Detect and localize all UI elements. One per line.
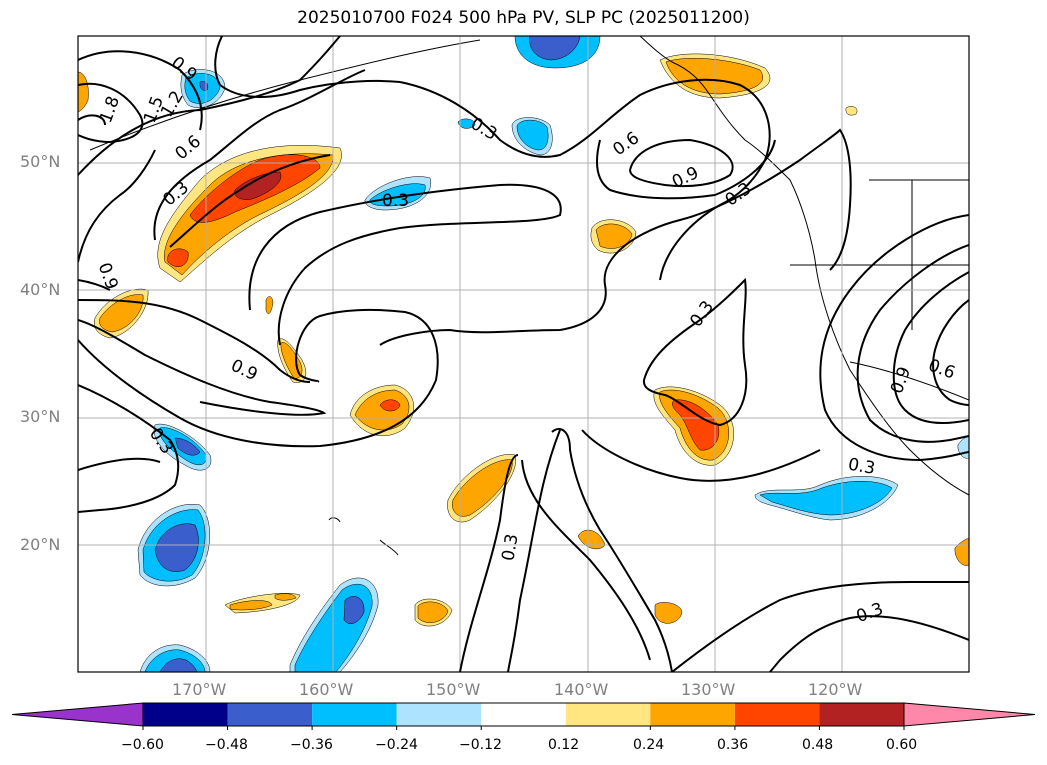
pv-negative-anomaly [516,119,549,151]
colorbar-segment [312,703,397,726]
map-frame [77,35,970,673]
pv-positive-anomaly [417,601,449,623]
pv-positive-anomaly [595,223,633,249]
pv-positive-anomaly [354,389,410,431]
contour-label: 0.3 [382,191,409,211]
colorbar-segment [481,703,566,726]
pv-negative-anomaly [174,437,201,456]
colorbar-segment [396,703,482,726]
pv-positive-anomaly [452,459,513,517]
colorbar-tick-label: 0.48 [802,737,834,753]
pv-negative-anomaly [369,183,426,207]
colorbar [11,702,1036,730]
lon-label-120w: 120°W [808,680,863,699]
pv-positive-anomaly [654,602,683,624]
pv-positive-anomaly [99,294,144,333]
graticule [78,36,969,672]
pv-negative-anomaly [759,481,893,516]
colorbar-segment [227,703,313,726]
lat-label-40n: 40°N [20,280,61,299]
colorbar-tick-label: 0.24 [633,737,665,753]
pv-positive-anomaly [78,71,89,113]
colorbar-tick-label: −0.36 [290,737,333,753]
lon-label-130w: 130°W [681,680,736,699]
colorbar-frame [142,702,905,727]
colorbar-tick-label: −0.48 [205,737,248,753]
colorbar-tick-label: −0.12 [459,737,502,753]
colorbar-segment [143,703,228,726]
lat-label-50n: 50°N [20,152,61,171]
pv-positive-anomaly [845,106,858,116]
pv-positive-anomaly [167,248,189,267]
colorbar-segment [650,703,735,726]
pv-positive-anomaly [274,593,297,601]
colorbar-segment [819,703,904,726]
contour-label: 0.3 [498,532,522,562]
pv-positive-anomaly [672,399,720,451]
map-area: 0.9 1.8 1.5 1.2 0.6 0.3 0.3 0.6 0.9 0.3 … [78,36,969,672]
lat-label-30n: 30°N [20,407,61,426]
colorbar-extend-min [11,702,144,727]
pv-negative-anomaly [159,658,198,672]
pv-negative-anomaly [529,36,581,61]
colorbar-tick-label: 0.12 [548,737,580,753]
colorbar-segment [734,703,820,726]
pv-negative-anomaly [457,118,476,129]
pv-positive-anomaly [265,296,274,314]
lat-label-20n: 20°N [20,535,61,554]
contour-label: 0.3 [846,455,876,479]
pv-negative-anomaly [343,596,365,624]
colorbar-tick-label: −0.60 [121,737,164,753]
map-title: 2025010700 F024 500 hPa PV, SLP PC (2025… [297,8,750,28]
colorbar-tick-label: −0.24 [375,737,418,753]
lon-label-150w: 150°W [426,680,481,699]
lon-label-170w: 170°W [172,680,227,699]
lon-label-140w: 140°W [554,680,609,699]
lon-label-160w: 160°W [299,680,354,699]
colorbar-extend-max [903,702,1036,727]
pv-negative-anomaly [154,523,199,572]
colorbar-segment [565,703,651,726]
colorbar-tick-label: 0.36 [717,737,749,753]
colorbar-tick-label: 0.60 [886,737,918,753]
pv-positive-anomaly [379,399,401,412]
pv-anomaly-shading [78,36,969,672]
pv-positive-anomaly [234,171,282,200]
slp-contours [78,36,969,672]
pv-positive-anomaly [229,600,273,611]
